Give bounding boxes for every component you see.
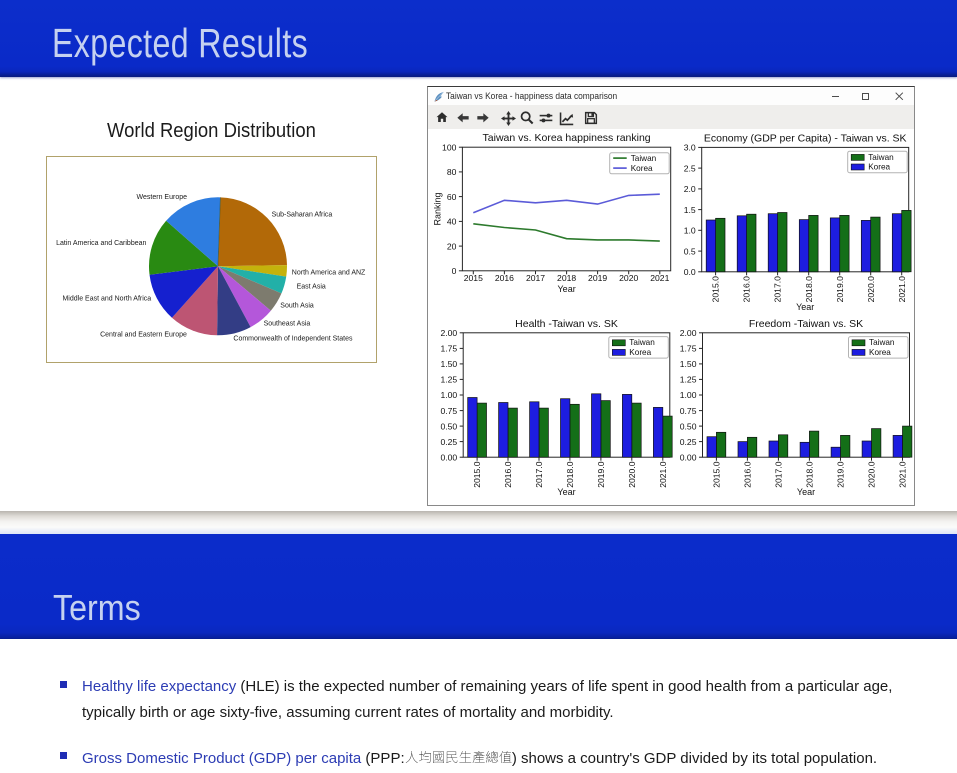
svg-text:2019.0: 2019.0 [596, 461, 606, 488]
svg-text:Year: Year [558, 284, 576, 294]
svg-text:2018.0: 2018.0 [805, 461, 815, 488]
svg-text:Year: Year [796, 302, 814, 312]
svg-text:0.00: 0.00 [680, 452, 697, 462]
svg-text:2.0: 2.0 [684, 184, 696, 194]
svg-text:1.25: 1.25 [680, 375, 697, 385]
svg-text:2016.0: 2016.0 [743, 461, 753, 488]
svg-text:1.00: 1.00 [440, 390, 457, 400]
svg-text:60: 60 [447, 192, 457, 202]
svg-text:100: 100 [442, 142, 457, 152]
svg-text:0.00: 0.00 [440, 452, 457, 462]
svg-text:2020.0: 2020.0 [867, 461, 877, 488]
svg-text:Year: Year [797, 487, 815, 497]
svg-text:2018.0: 2018.0 [804, 276, 814, 303]
svg-text:Health -Taiwan vs. SK: Health -Taiwan vs. SK [515, 318, 618, 330]
svg-text:2020: 2020 [619, 273, 638, 283]
svg-text:Southeast Asia: Southeast Asia [264, 321, 311, 328]
svg-text:2019: 2019 [588, 273, 607, 283]
svg-text:1.50: 1.50 [680, 359, 697, 369]
svg-text:2019.0: 2019.0 [836, 461, 846, 488]
svg-text:Year: Year [557, 487, 575, 497]
svg-text:2016: 2016 [495, 273, 514, 283]
svg-text:0: 0 [452, 266, 457, 276]
svg-text:1.5: 1.5 [684, 205, 696, 215]
svg-text:0.25: 0.25 [440, 437, 457, 447]
svg-text:2017: 2017 [526, 273, 545, 283]
svg-text:Taiwan vs. Korea happiness ran: Taiwan vs. Korea happiness ranking [483, 132, 651, 144]
svg-text:2015.0: 2015.0 [711, 276, 721, 303]
svg-text:2015.0: 2015.0 [712, 461, 722, 488]
svg-text:2.00: 2.00 [680, 328, 697, 338]
svg-text:3.0: 3.0 [684, 143, 696, 153]
svg-text:80: 80 [447, 167, 457, 177]
svg-text:2021.0: 2021.0 [897, 276, 907, 303]
svg-text:2017.0: 2017.0 [773, 276, 783, 303]
svg-text:South Asia: South Asia [280, 302, 314, 309]
svg-text:2018.0: 2018.0 [565, 461, 575, 488]
svg-text:Freedom -Taiwan vs. SK: Freedom -Taiwan vs. SK [749, 318, 863, 330]
svg-text:0.5: 0.5 [684, 246, 696, 256]
svg-text:Central and Eastern Europe: Central and Eastern Europe [100, 331, 187, 338]
svg-text:Middle East and North Africa: Middle East and North Africa [62, 296, 151, 303]
svg-text:2.5: 2.5 [684, 163, 696, 173]
svg-text:2018: 2018 [557, 273, 576, 283]
svg-text:0.0: 0.0 [684, 267, 696, 277]
svg-text:40: 40 [447, 217, 457, 227]
svg-text:2015: 2015 [464, 273, 483, 283]
svg-text:Economy (GDP per Capita) - Tai: Economy (GDP per Capita) - Taiwan vs. SK [704, 132, 907, 144]
svg-text:Taiwan: Taiwan [868, 153, 894, 162]
svg-text:0.50: 0.50 [440, 421, 457, 431]
svg-text:2019.0: 2019.0 [835, 276, 845, 303]
svg-text:0.75: 0.75 [440, 406, 457, 416]
svg-text:2021.0: 2021.0 [898, 461, 908, 488]
svg-text:1.25: 1.25 [440, 375, 457, 385]
svg-text:2017.0: 2017.0 [534, 461, 544, 488]
svg-text:Commonwealth of Independent St: Commonwealth of Independent States [233, 335, 353, 342]
svg-text:North America and ANZ: North America and ANZ [292, 269, 366, 276]
svg-text:2021.0: 2021.0 [658, 461, 668, 488]
svg-text:2017.0: 2017.0 [774, 461, 784, 488]
svg-text:0.25: 0.25 [680, 437, 697, 447]
svg-text:1.0: 1.0 [684, 226, 696, 236]
svg-text:2020.0: 2020.0 [866, 276, 876, 303]
svg-text:Latin America and Caribbean: Latin America and Caribbean [56, 240, 146, 247]
svg-text:2015.0: 2015.0 [472, 461, 482, 488]
svg-text:Western Europe: Western Europe [137, 194, 188, 201]
svg-text:Taiwan: Taiwan [629, 338, 655, 347]
svg-text:Korea: Korea [869, 348, 891, 357]
svg-text:Taiwan: Taiwan [631, 154, 657, 163]
svg-text:1.00: 1.00 [680, 390, 697, 400]
svg-text:1.75: 1.75 [680, 344, 697, 354]
svg-text:Ranking: Ranking [432, 192, 442, 225]
svg-text:2021: 2021 [650, 273, 669, 283]
svg-text:0.50: 0.50 [680, 421, 697, 431]
svg-text:0.75: 0.75 [680, 406, 697, 416]
svg-text:Sub-Saharan Africa: Sub-Saharan Africa [272, 211, 333, 218]
svg-text:2020.0: 2020.0 [627, 461, 637, 488]
svg-text:Korea: Korea [629, 348, 651, 357]
svg-text:East Asia: East Asia [297, 284, 326, 291]
svg-text:Taiwan: Taiwan [869, 338, 895, 347]
svg-text:Korea: Korea [631, 164, 653, 173]
svg-text:2016.0: 2016.0 [503, 461, 513, 488]
svg-text:1.50: 1.50 [440, 359, 457, 369]
svg-text:2.00: 2.00 [440, 328, 457, 338]
svg-text:1.75: 1.75 [440, 344, 457, 354]
svg-text:Korea: Korea [868, 162, 890, 171]
svg-text:20: 20 [447, 241, 457, 251]
svg-text:2016.0: 2016.0 [742, 276, 752, 303]
